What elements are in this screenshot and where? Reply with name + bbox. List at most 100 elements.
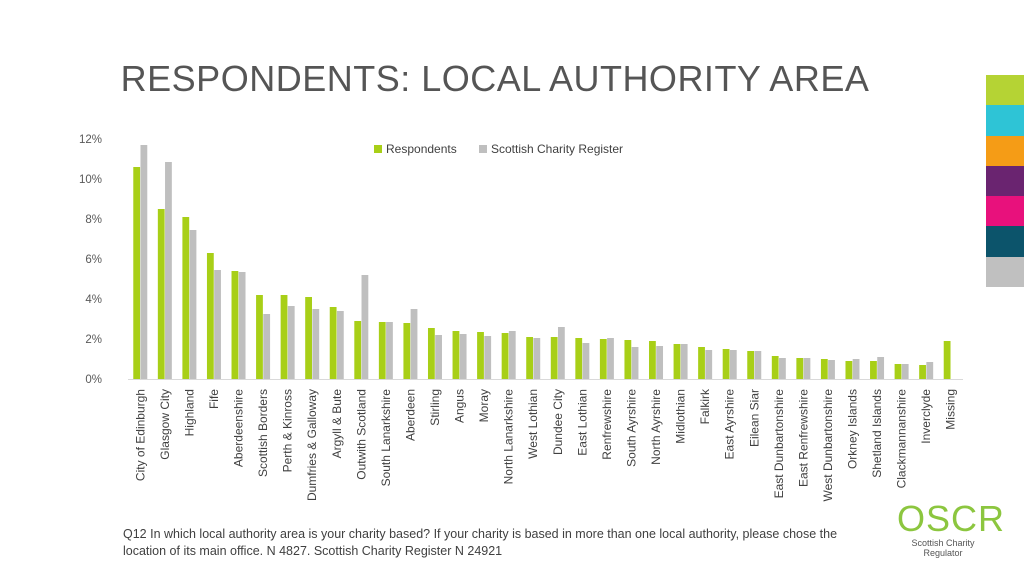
bar-respondents	[698, 347, 705, 379]
x-tick-label: Shetland Islands	[870, 389, 884, 478]
x-tick-label: East Dunbartonshire	[772, 389, 786, 499]
bar-respondents	[526, 337, 534, 379]
x-tick-label: Glasgow City	[158, 389, 172, 460]
bar-respondents	[747, 351, 755, 379]
bar-charity-register	[410, 309, 418, 379]
bar-respondents	[157, 209, 165, 379]
bar-charity-register	[582, 343, 590, 379]
bar-respondents	[256, 295, 263, 379]
bar-charity-register	[361, 275, 369, 379]
bar-charity-register	[287, 306, 295, 379]
bar-respondents	[919, 365, 926, 379]
x-tick-label: Highland	[182, 389, 196, 436]
bar-respondents	[477, 332, 484, 379]
bar-respondents	[329, 307, 337, 379]
bar-respondents	[599, 339, 607, 379]
bar-charity-register	[508, 331, 516, 379]
x-tick-label: Fife	[207, 389, 221, 409]
x-tick-label: Perth & Kinross	[281, 389, 295, 472]
bar-charity-register	[435, 335, 442, 379]
x-tick-label: Missing	[944, 389, 958, 430]
bar-charity-register	[852, 359, 860, 379]
bar-charity-register	[705, 350, 713, 379]
bar-respondents	[894, 364, 902, 379]
bar-charity-register	[459, 334, 467, 379]
bar-respondents	[550, 337, 558, 379]
legend-swatch	[374, 145, 382, 153]
accent-color-strip	[986, 75, 1024, 288]
bar-charity-register	[803, 358, 811, 379]
x-tick-label: Falkirk	[698, 388, 712, 424]
x-tick-label: North Ayrshire	[649, 389, 663, 465]
x-tick-label: Inverclyde	[919, 389, 933, 444]
bar-charity-register	[484, 336, 492, 379]
x-tick-label: South Lanarkshire	[379, 389, 393, 487]
x-tick-label: Dumfries & Galloway	[305, 389, 319, 501]
bar-charity-register	[656, 346, 664, 379]
bar-charity-register	[926, 362, 934, 379]
bar-charity-register	[312, 309, 320, 379]
x-tick-label: Aberdeen	[403, 389, 417, 441]
legend-label: Scottish Charity Register	[491, 142, 623, 156]
x-tick-label: Angus	[453, 389, 467, 423]
x-tick-label: South Ayrshire	[624, 389, 638, 467]
bar-charity-register	[386, 322, 393, 379]
bar-respondents	[280, 295, 288, 379]
y-tick-label: 12%	[79, 134, 102, 146]
y-tick-label: 6%	[85, 254, 102, 266]
bar-charity-register	[901, 364, 909, 379]
y-tick-label: 2%	[85, 334, 102, 346]
accent-swatch-cyan	[986, 105, 1024, 136]
bar-respondents	[649, 341, 656, 379]
x-tick-label: West Dunbartonshire	[821, 389, 835, 502]
x-tick-label: East Lothian	[575, 389, 589, 456]
bar-respondents	[771, 356, 779, 379]
bar-respondents	[378, 322, 386, 379]
x-tick-label: Argyll & Bute	[330, 389, 344, 459]
bar-respondents	[575, 338, 583, 379]
logo-wordmark: OSCR	[897, 498, 1006, 539]
bar-respondents	[305, 297, 312, 379]
bar-charity-register	[214, 270, 221, 379]
x-tick-label: Renfrewshire	[600, 389, 614, 460]
bar-charity-register	[336, 311, 344, 379]
x-tick-label: Midlothian	[674, 389, 688, 444]
bar-charity-register	[165, 162, 172, 379]
bar-charity-register	[631, 347, 639, 379]
bar-charity-register	[263, 314, 271, 379]
oscr-logo: OSCR Scottish Charity Regulator	[897, 498, 1006, 559]
x-tick-label: North Lanarkshire	[502, 389, 516, 485]
accent-swatch-teal	[986, 226, 1024, 257]
bar-respondents	[501, 333, 509, 379]
bar-charity-register	[680, 344, 688, 379]
bar-respondents	[722, 349, 730, 379]
bar-charity-register	[828, 360, 835, 379]
bar-charity-register	[189, 230, 197, 379]
bar-charity-register	[729, 350, 737, 379]
bar-respondents	[673, 344, 681, 379]
x-tick-label: Eilean Siar	[747, 389, 761, 447]
bar-charity-register	[607, 338, 614, 379]
y-tick-label: 8%	[85, 214, 102, 226]
accent-swatch-purple	[986, 165, 1024, 197]
bar-respondents	[231, 271, 239, 379]
x-tick-label: Outwith Scotland	[354, 389, 368, 480]
bar-charity-register	[779, 358, 786, 379]
bar-charity-register	[754, 351, 762, 379]
bar-respondents	[206, 253, 214, 379]
x-tick-label: Scottish Borders	[256, 389, 270, 477]
bar-respondents	[820, 359, 828, 379]
survey-footnote: Q12 In which local authority area is you…	[123, 527, 838, 558]
x-tick-label: Clackmannanshire	[895, 389, 909, 489]
bar-respondents	[845, 361, 853, 379]
bar-respondents	[870, 361, 877, 379]
bar-respondents	[452, 331, 460, 379]
accent-swatch-pink	[986, 196, 1024, 227]
bar-charity-register	[140, 145, 148, 379]
y-tick-label: 0%	[85, 374, 102, 386]
x-tick-label: Orkney Islands	[845, 389, 859, 469]
bar-respondents	[133, 167, 141, 379]
bar-respondents	[403, 323, 411, 379]
x-tick-label: Dundee City	[551, 389, 565, 455]
accent-swatch-orange	[986, 135, 1024, 166]
